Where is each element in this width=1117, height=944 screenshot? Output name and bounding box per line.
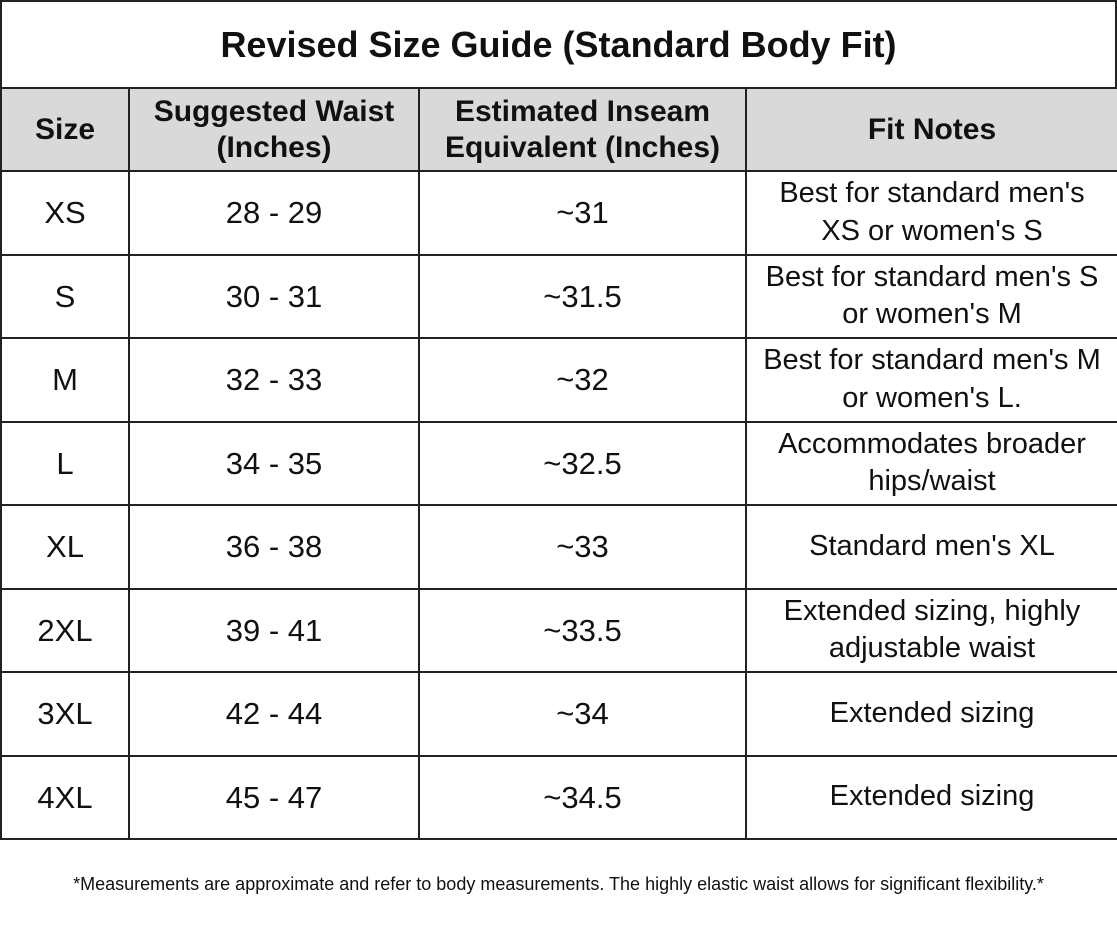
table-cell: Best for standard men's S or women's M (745, 253, 1117, 339)
header-row: Size Suggested Waist (Inches) Estimated In… (0, 87, 1117, 172)
table-cell: 34 - 35 (128, 420, 420, 506)
table-row: M 32 - 33 ~32 Best for standard men's M or … (0, 337, 1117, 423)
table-head: Size Suggested Waist (Inches) Estimated In… (0, 87, 1117, 172)
table-cell: ~33 (418, 504, 747, 590)
size-guide: Revised Size Guide (Standard Body Fit) S… (0, 0, 1117, 894)
table-cell: ~33.5 (418, 587, 747, 673)
title: Revised Size Guide (Standard Body Fit) (0, 0, 1117, 87)
table-row: L 34 - 35 ~32.5 Accommodates broader hips/w… (0, 420, 1117, 506)
header-cell: Suggested Waist (Inches) (128, 87, 420, 172)
table-cell: 36 - 38 (128, 504, 420, 590)
table-cell: Extended sizing (745, 754, 1117, 840)
table-cell: 2XL (0, 587, 130, 673)
table-cell: XS (0, 170, 130, 256)
table-body: XS 28 - 29 ~31 Best for standard men's XS o… (0, 170, 1117, 840)
table-cell: Best for standard men's XS or women's S (745, 170, 1117, 256)
header-cell: Fit Notes (745, 87, 1117, 172)
table-cell: 4XL (0, 754, 130, 840)
table-cell: Best for standard men's M or women's L. (745, 337, 1117, 423)
table-cell: ~32 (418, 337, 747, 423)
table-cell: 45 - 47 (128, 754, 420, 840)
table-cell: ~32.5 (418, 420, 747, 506)
table-row: S 30 - 31 ~31.5 Best for standard men's S o… (0, 253, 1117, 339)
table-cell: Accommodates broader hips/waist (745, 420, 1117, 506)
table-cell: ~31 (418, 170, 747, 256)
table-cell: XL (0, 504, 130, 590)
table-cell: ~34 (418, 671, 747, 757)
header-cell: Estimated Inseam Equivalent (Inches) (418, 87, 747, 172)
table-cell: L (0, 420, 130, 506)
table-row: 3XL 42 - 44 ~34 Extended sizing (0, 671, 1117, 757)
table-cell: Extended sizing, highly adjustable waist (745, 587, 1117, 673)
table-cell: Standard men's XL (745, 504, 1117, 590)
table-cell: S (0, 253, 130, 339)
table-cell: Extended sizing (745, 671, 1117, 757)
table-cell: 32 - 33 (128, 337, 420, 423)
table-cell: ~31.5 (418, 253, 747, 339)
table-cell: 3XL (0, 671, 130, 757)
table-row: XS 28 - 29 ~31 Best for standard men's XS o… (0, 170, 1117, 256)
table-cell: 39 - 41 (128, 587, 420, 673)
table-cell: 30 - 31 (128, 253, 420, 339)
size-table: Size Suggested Waist (Inches) Estimated In… (0, 87, 1117, 840)
header-cell: Size (0, 87, 130, 172)
table-cell: 28 - 29 (128, 170, 420, 256)
table-row: 2XL 39 - 41 ~33.5 Extended sizing, highly a… (0, 587, 1117, 673)
table-row: 4XL 45 - 47 ~34.5 Extended sizing (0, 754, 1117, 840)
table-cell: 42 - 44 (128, 671, 420, 757)
table-row: XL 36 - 38 ~33 Standard men's XL (0, 504, 1117, 590)
footnote: *Measurements are approximate and refer … (73, 874, 1044, 894)
table-cell: ~34.5 (418, 754, 747, 840)
table-cell: M (0, 337, 130, 423)
